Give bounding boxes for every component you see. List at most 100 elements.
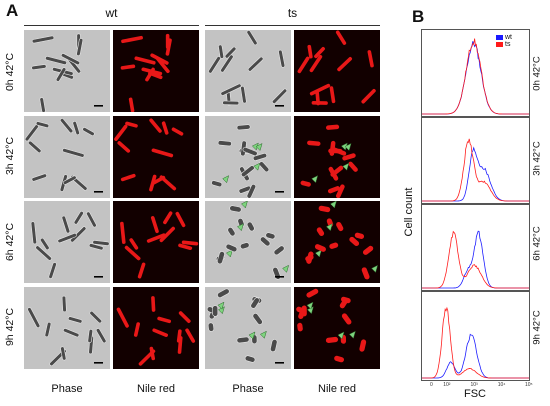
bacterial-cell <box>334 355 345 363</box>
bacterial-cell <box>331 147 347 156</box>
column-label-phase-ts: Phase <box>232 383 264 395</box>
bacterial-cell <box>149 346 156 361</box>
x-tick-label: 10² <box>443 382 451 388</box>
bacterial-cell <box>39 97 46 112</box>
arrowhead-marker <box>306 301 314 310</box>
micrograph-nilered-wt-9h <box>113 287 199 369</box>
bacterial-cell <box>339 297 349 309</box>
bacterial-cell <box>309 54 323 73</box>
bacterial-cell <box>61 53 80 66</box>
bacterial-cell <box>246 30 258 46</box>
bacterial-cell <box>272 267 281 280</box>
bacterial-cell <box>341 313 352 325</box>
row-label-3h: 3h 42°C <box>4 136 16 176</box>
bacterial-cell <box>159 226 175 243</box>
bacterial-cell <box>61 215 71 234</box>
bacterial-cell <box>35 245 52 261</box>
bacterial-cell <box>95 328 107 344</box>
bacterial-cell <box>354 232 365 240</box>
micrograph-nilered-wt-6h <box>113 201 199 283</box>
bacterial-cell <box>211 180 223 188</box>
scale-bar <box>94 191 103 193</box>
bacterial-cell <box>120 221 126 244</box>
micrograph-phase-ts-6h <box>205 201 291 283</box>
column-label-phase-wt: Phase <box>51 383 83 395</box>
panel-b-letter: B <box>412 7 425 26</box>
row-label-6h: 6h 42°C <box>4 222 16 262</box>
bacterial-cell <box>145 67 155 82</box>
histogram-series-ts <box>422 230 529 289</box>
bacterial-cell <box>349 236 360 247</box>
bacterial-cell <box>150 216 159 234</box>
micrograph-nilered-ts-6h <box>294 201 380 283</box>
column-label-nilered-ts: Nile red <box>318 383 356 395</box>
bacterial-cell <box>63 328 80 338</box>
bacterial-cell <box>87 329 93 343</box>
bacterial-cell <box>240 242 250 250</box>
bacterial-cell <box>176 329 182 343</box>
bacterial-cell <box>306 251 314 264</box>
bacterial-cell <box>217 288 230 298</box>
histogram-panel-0 <box>421 29 530 117</box>
bacterial-cell <box>258 161 270 173</box>
arrowhead-marker <box>282 264 290 273</box>
bacterial-cell <box>57 233 77 244</box>
bacterial-cell <box>362 245 374 255</box>
bacterial-cell <box>300 180 311 187</box>
bacterial-cell <box>216 251 225 265</box>
x-tick-label: 0 <box>430 382 433 388</box>
arrowhead-marker <box>225 249 233 258</box>
bacterial-cell <box>24 124 39 142</box>
bacterial-cell <box>367 50 374 68</box>
bacterial-cell <box>120 173 136 182</box>
scale-bar <box>275 105 284 107</box>
arrowhead-marker <box>259 330 267 339</box>
bacterial-cell <box>359 339 367 352</box>
bacterial-cell <box>307 44 313 59</box>
bacterial-cell <box>134 56 156 65</box>
bacterial-cell <box>325 124 340 130</box>
micrograph-nilered-wt-0h <box>113 30 199 112</box>
bacterial-cell <box>241 165 255 178</box>
bacterial-cell <box>218 44 224 59</box>
bacterial-cell <box>272 88 288 104</box>
bacterial-cell <box>171 127 184 136</box>
bacterial-cell <box>227 227 236 237</box>
hist-row-label-3h: 3h 42°C <box>531 141 543 176</box>
bacterial-cell <box>175 211 186 228</box>
bacterial-cell <box>217 140 232 147</box>
bacterial-cell <box>229 205 242 213</box>
bacterial-cell <box>252 313 263 325</box>
bacterial-cell <box>342 153 356 161</box>
histogram-series-wt <box>422 230 529 289</box>
arrowhead-marker <box>222 175 230 184</box>
bacterial-cell <box>185 328 196 343</box>
hist-row-label-9h: 9h 42°C <box>531 310 543 345</box>
bacterial-cell <box>146 233 166 243</box>
arrowhead-marker <box>314 249 322 258</box>
bacterial-cell <box>361 88 376 104</box>
bacterial-cell <box>62 175 77 185</box>
bacterial-cell <box>72 121 80 136</box>
arrowhead-marker <box>255 143 263 151</box>
arrowhead-marker <box>344 143 352 151</box>
arrowhead-marker <box>241 201 248 209</box>
scale-bar <box>94 362 103 364</box>
bacterial-cell <box>73 211 84 225</box>
bacterial-cell <box>137 262 146 279</box>
bacterial-cell <box>212 305 219 317</box>
scale-bar <box>94 276 103 278</box>
micrograph-phase-ts-3h <box>205 116 291 198</box>
arrowhead-marker <box>248 331 256 340</box>
bacterial-cell <box>82 127 95 136</box>
legend: wt ts <box>496 34 512 48</box>
x-tick-label: 10⁴ <box>497 382 506 388</box>
micrograph-nilered-wt-3h <box>113 116 199 198</box>
bacterial-cell <box>247 56 264 72</box>
bacterial-cell <box>270 339 278 353</box>
bacterial-cell <box>327 186 340 194</box>
bacterial-cell <box>45 56 67 65</box>
x-tick-label: 10³ <box>470 382 478 388</box>
bacterial-cell <box>121 35 143 44</box>
arrowhead-marker <box>311 175 319 184</box>
